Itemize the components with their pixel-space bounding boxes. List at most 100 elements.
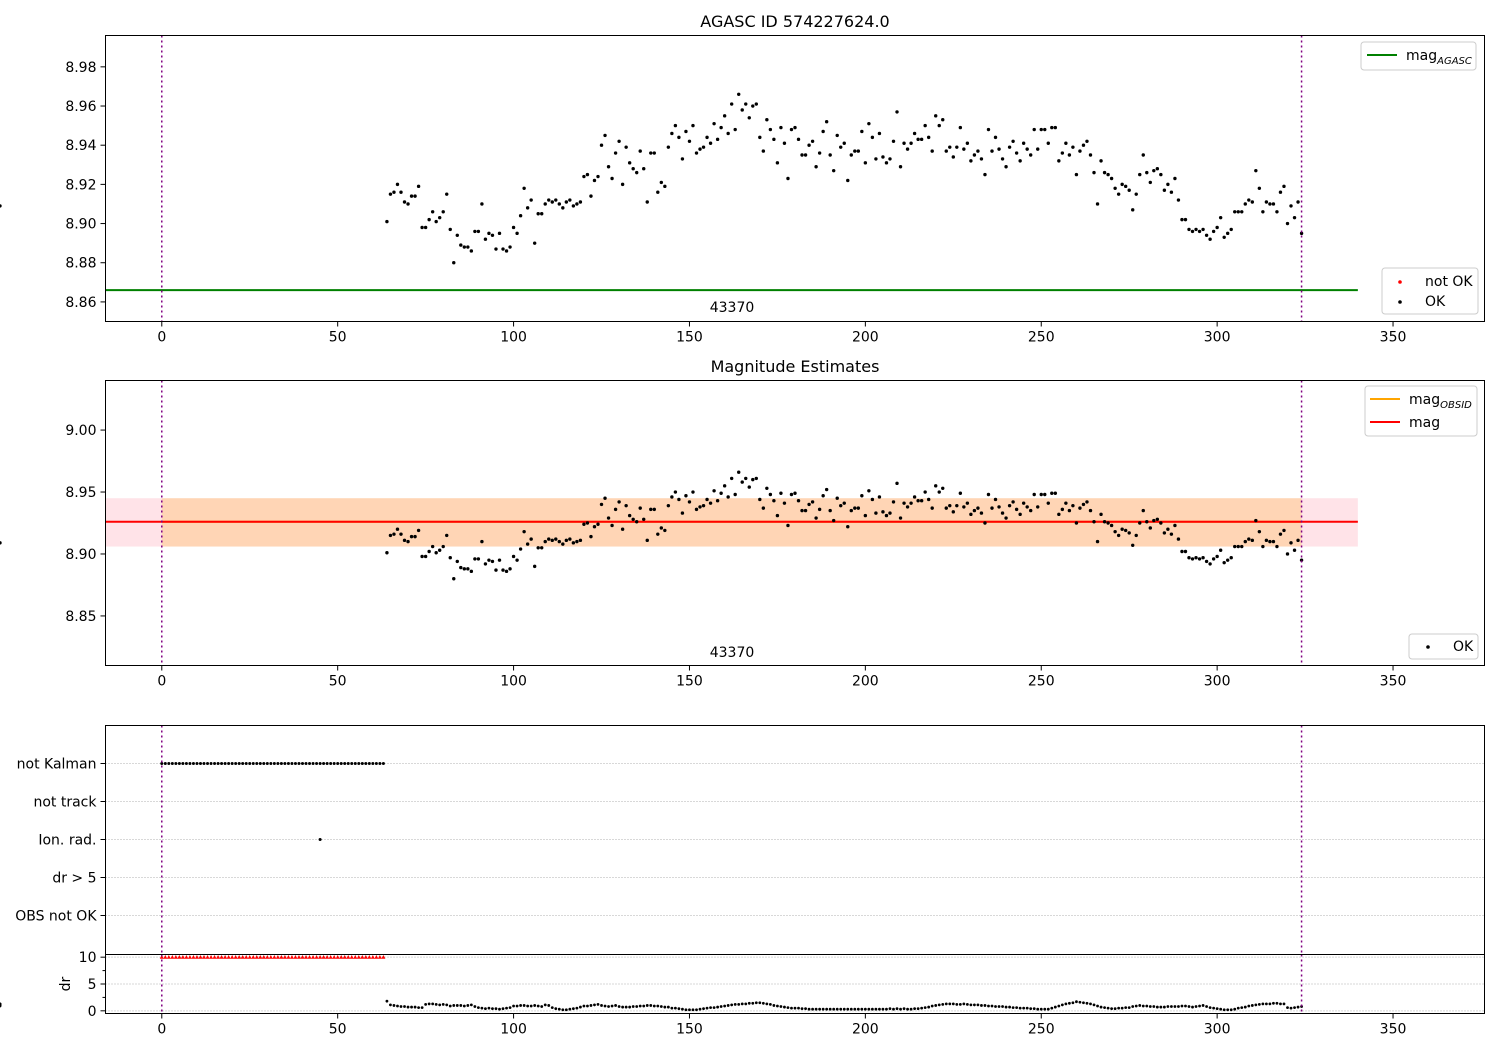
dr-ok-point (607, 1005, 610, 1008)
dr-ok-point (522, 1004, 526, 1007)
ok-point (1250, 200, 1255, 204)
ok-point (677, 135, 681, 140)
ok-point (550, 200, 554, 204)
ok-point (613, 151, 618, 155)
ok-point (1229, 227, 1233, 232)
dr-ok-point (403, 1005, 406, 1008)
dr-ok-point (670, 1006, 674, 1010)
ok-point (979, 157, 984, 161)
dr-ok-point (406, 1005, 410, 1009)
ok-point (856, 506, 861, 510)
ok-point (494, 568, 498, 572)
dr-ok-point (1187, 1005, 1191, 1008)
panel-1-xtick-label: 0 (157, 330, 166, 346)
dr-ok-point (438, 1003, 442, 1007)
panel-1-obsid-annotation: 43370 (710, 300, 755, 316)
dr-not-ok-point (212, 954, 217, 959)
ok-point (1028, 508, 1033, 513)
dr-ok-point (656, 1004, 660, 1008)
ok-point (578, 538, 583, 543)
dr-ok-point (385, 999, 389, 1003)
ok-point (881, 155, 885, 159)
ok-point (476, 229, 481, 234)
ok-point (529, 198, 533, 202)
dr-ok-point (1159, 1005, 1163, 1009)
dr-ok-point (1240, 1006, 1244, 1009)
dr-not-ok-point (321, 954, 326, 959)
ok-point (1081, 143, 1086, 147)
flag-point (248, 762, 252, 765)
ok-point (1000, 157, 1005, 161)
dr-ok-point (702, 1007, 705, 1011)
dr-ok-point (1152, 1005, 1156, 1008)
ok-point (536, 546, 540, 550)
dr-ok-point (1022, 1006, 1026, 1010)
ok-point (603, 496, 607, 500)
ok-point (1275, 544, 1279, 549)
dr-ok-point (786, 1006, 790, 1009)
ok-point (466, 567, 470, 571)
flag-point (234, 762, 238, 765)
ok-point (1141, 153, 1145, 157)
ok-point (1067, 508, 1072, 513)
dr-ok-point (1043, 1007, 1047, 1011)
ok-point (1204, 559, 1209, 564)
ok-point (1028, 153, 1033, 157)
ok-point (694, 151, 699, 155)
dr-ok-point (856, 1007, 860, 1011)
ok-point (821, 494, 825, 498)
ok-point (1183, 217, 1188, 222)
flag-point (184, 762, 188, 765)
dr-ok-point (719, 1005, 723, 1008)
ok-point (1057, 512, 1061, 517)
ok-point (726, 131, 730, 136)
dr-ok-point (906, 1007, 909, 1011)
dr-ok-point (462, 1004, 466, 1008)
dr-ok-point (867, 1007, 871, 1011)
ok-point (737, 470, 741, 474)
dr-ok-point (1293, 1006, 1296, 1009)
ok-point (891, 500, 896, 504)
ok-point (1145, 170, 1149, 175)
flag-point (332, 762, 336, 765)
flag-point (213, 762, 217, 765)
ok-point (420, 554, 424, 559)
ok-point (617, 139, 621, 143)
ok-point (835, 133, 839, 138)
ok-point (1036, 505, 1040, 509)
dr-not-ok-point (335, 954, 340, 959)
ok-point (423, 225, 428, 230)
flag-point (381, 762, 385, 765)
ok-point (1271, 539, 1276, 544)
ok-point (1176, 537, 1181, 541)
flag-point (357, 762, 361, 765)
ok-point (1152, 518, 1156, 523)
panel-2-xtick-label: 250 (1028, 674, 1055, 690)
flag-point (311, 762, 315, 765)
flag-point (191, 762, 195, 765)
ok-point (557, 202, 562, 206)
legend-label-ok: OK (1425, 294, 1446, 310)
ok-point (1088, 508, 1093, 513)
legend-marker-ok-2 (1426, 645, 1430, 649)
ok-point (789, 127, 794, 132)
ok-point (1127, 531, 1131, 535)
panel-1-ytick-label: 8.96 (65, 99, 96, 115)
ok-point (1011, 139, 1015, 143)
dr-ok-point (909, 1007, 913, 1011)
ok-point (846, 525, 850, 529)
ok-point (789, 492, 794, 497)
dr-ok-point (888, 1007, 892, 1011)
dr-ok-point (666, 1005, 670, 1009)
ok-point (1046, 141, 1050, 145)
dr-not-ok-point (328, 954, 333, 959)
ok-point (1064, 141, 1068, 145)
dr-ok-point (1219, 1007, 1223, 1011)
ok-point (1116, 192, 1121, 196)
dr-ok-point (994, 1005, 997, 1008)
dr-ok-point (832, 1007, 836, 1011)
ok-point (955, 503, 959, 508)
ok-point (930, 506, 934, 510)
ok-point (631, 517, 635, 521)
ok-point (916, 498, 920, 503)
